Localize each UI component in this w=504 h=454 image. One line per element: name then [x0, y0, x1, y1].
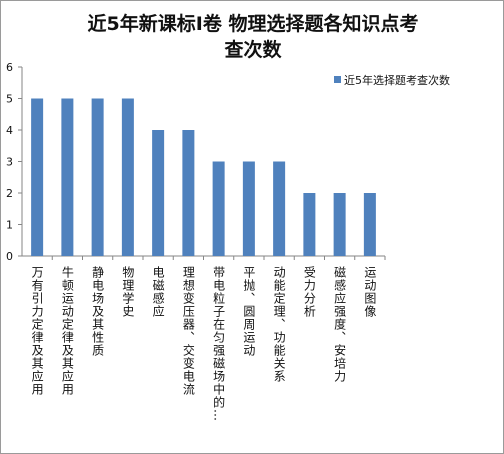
x-tick-label: 磁感应强度、安培力: [333, 265, 347, 383]
chart-title-line-1: 近5年新课标Ⅰ卷 物理选择题各知识点考: [87, 13, 419, 35]
y-tick-label: 2: [6, 187, 13, 200]
x-tick-label: 运动图像: [363, 266, 377, 318]
bar: [303, 193, 316, 256]
chart-title-line-2: 查次数: [224, 39, 282, 61]
y-tick-label: 6: [6, 61, 13, 74]
y-tick-label: 1: [6, 219, 13, 232]
legend-label: 近5年选择题考查次数: [344, 73, 450, 87]
x-tick-label: 物理学史: [121, 266, 135, 318]
x-tick-label: 牛顿运动定律及其应用: [60, 265, 74, 396]
y-tick-label: 3: [6, 156, 13, 169]
bar: [182, 130, 195, 256]
y-tick-label: 5: [6, 93, 13, 106]
x-tick-label: 静电场及其性质: [91, 266, 105, 357]
bar: [273, 161, 286, 256]
legend-swatch: [334, 76, 341, 83]
bar: [363, 193, 376, 256]
bar: [242, 161, 255, 256]
x-tick-label: 电磁感应: [151, 266, 165, 318]
bar: [61, 98, 74, 256]
y-tick-label: 0: [6, 250, 13, 263]
bar: [91, 98, 104, 256]
bar: [31, 98, 44, 256]
x-tick-label: 受力分析: [302, 266, 316, 318]
bar: [212, 161, 225, 256]
x-tick-label: 带电粒子在匀强磁场中的…: [212, 266, 226, 422]
x-tick-label: 动能定理、功能关系: [272, 266, 286, 383]
x-tick-label: 理想变压器、交变电流: [181, 266, 195, 396]
x-tick-label: 平抛、圆周运动: [242, 266, 256, 357]
bar: [152, 130, 165, 256]
y-tick-label: 4: [6, 124, 13, 137]
x-tick-label: 万有引力定律及其应用: [30, 266, 44, 396]
bar: [121, 98, 134, 256]
bar: [333, 193, 346, 256]
